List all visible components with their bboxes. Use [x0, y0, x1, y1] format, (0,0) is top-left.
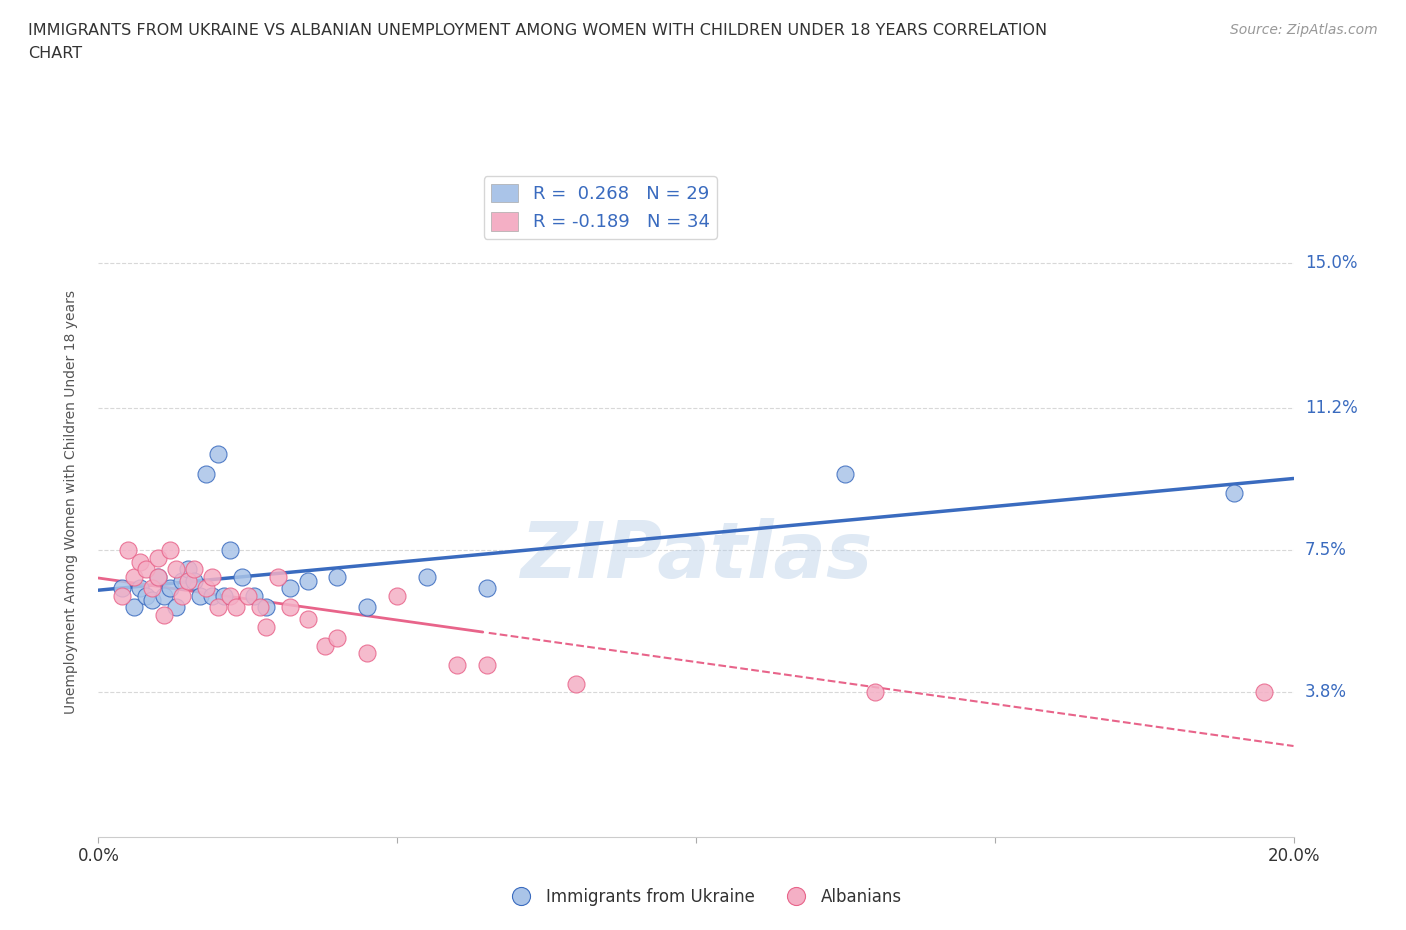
Point [225, 600, 247, 615]
Point [231, 569, 253, 584]
Text: CHART: CHART [28, 46, 82, 61]
Point [177, 562, 200, 577]
Legend: Immigrants from Ukraine, Albanians: Immigrants from Ukraine, Albanians [498, 881, 908, 912]
Point [194, 466, 218, 481]
Point [278, 581, 301, 596]
Point [172, 589, 194, 604]
Text: ZIPatlas: ZIPatlas [520, 518, 872, 593]
Point [326, 631, 349, 645]
Y-axis label: Unemployment Among Women with Children Under 18 years: Unemployment Among Women with Children U… [63, 290, 77, 714]
Point [356, 646, 378, 661]
Text: 11.2%: 11.2% [1305, 400, 1357, 418]
Point [141, 592, 163, 607]
Text: 15.0%: 15.0% [1305, 254, 1357, 272]
Point [207, 447, 229, 462]
Point [148, 569, 170, 584]
Point [172, 573, 194, 588]
Text: 3.8%: 3.8% [1305, 683, 1347, 700]
Point [207, 600, 229, 615]
Point [834, 466, 856, 481]
Point [135, 562, 157, 577]
Point [475, 581, 498, 596]
Point [194, 581, 218, 596]
Point [243, 589, 266, 604]
Point [148, 569, 170, 584]
Point [315, 638, 337, 653]
Point [219, 542, 242, 557]
Point [356, 600, 378, 615]
Text: IMMIGRANTS FROM UKRAINE VS ALBANIAN UNEMPLOYMENT AMONG WOMEN WITH CHILDREN UNDER: IMMIGRANTS FROM UKRAINE VS ALBANIAN UNEM… [28, 23, 1047, 38]
Point [159, 581, 181, 596]
Point [117, 542, 139, 557]
Point [183, 573, 205, 588]
Point [236, 589, 259, 604]
Legend: R =  0.268   N = 29, R = -0.189   N = 34: R = 0.268 N = 29, R = -0.189 N = 34 [484, 177, 717, 239]
Point [1223, 485, 1246, 500]
Point [124, 600, 146, 615]
Point [165, 600, 187, 615]
Point [297, 611, 319, 626]
Point [1253, 684, 1275, 699]
Text: 7.5%: 7.5% [1305, 541, 1347, 559]
Point [865, 684, 887, 699]
Point [165, 562, 187, 577]
Point [148, 551, 170, 565]
Point [153, 607, 176, 622]
Point [135, 589, 157, 604]
Point [446, 658, 468, 672]
Point [219, 589, 242, 604]
Point [254, 600, 277, 615]
Point [177, 573, 200, 588]
Point [129, 581, 152, 596]
Point [141, 581, 163, 596]
Point [267, 569, 290, 584]
Point [385, 589, 409, 604]
Point [153, 589, 176, 604]
Point [212, 589, 235, 604]
Point [183, 562, 205, 577]
Point [129, 554, 152, 569]
Point [565, 676, 588, 691]
Point [326, 569, 349, 584]
Point [111, 581, 134, 596]
Point [254, 619, 277, 634]
Point [188, 589, 211, 604]
Point [201, 589, 224, 604]
Point [278, 600, 301, 615]
Point [249, 600, 271, 615]
Point [159, 542, 181, 557]
Point [416, 569, 439, 584]
Point [111, 589, 134, 604]
Point [297, 573, 319, 588]
Point [475, 658, 498, 672]
Point [201, 569, 224, 584]
Text: Source: ZipAtlas.com: Source: ZipAtlas.com [1230, 23, 1378, 37]
Point [124, 569, 146, 584]
